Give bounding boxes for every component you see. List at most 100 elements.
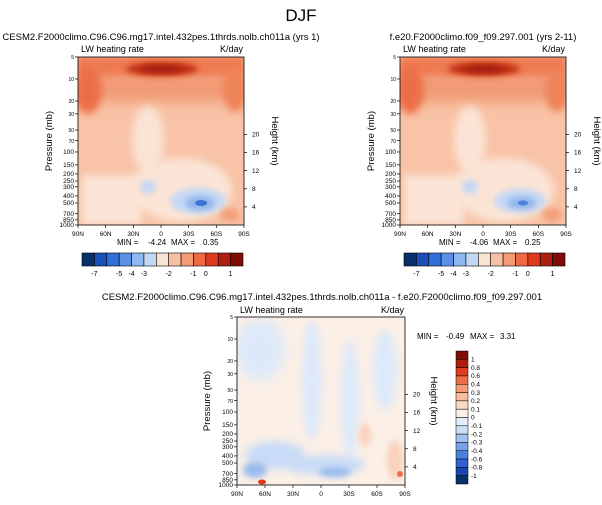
x-tick-label: 60S	[533, 231, 545, 238]
y-tick-label: 50	[390, 128, 396, 134]
y-tick-label: 200	[385, 171, 396, 178]
page-title: DJF	[285, 6, 316, 25]
panel-c-field: LW heating rate	[240, 305, 303, 315]
y-tick-label: 250	[385, 178, 396, 185]
panel-b-axes: 90N 60N 30N 0 30S 60S 90S100085070050040030025…	[382, 55, 582, 238]
colorbar-swatch	[455, 392, 469, 402]
y-tick-label: 1000	[219, 482, 234, 489]
colorbar-label: -0.8	[471, 465, 483, 472]
panel-a-axes: 90N 60N 30N 0 30S 60S 90S100085070050040030025…	[60, 55, 260, 238]
colorbar-swatch	[428, 252, 442, 267]
colorbar-swatch	[118, 252, 132, 267]
panel-b-title: f.e20.F2000climo.f09_f09.297.001 (yrs 2-…	[390, 32, 577, 43]
x-tick-label: 30S	[183, 231, 195, 238]
panel-a-min-value: -4.24	[148, 238, 167, 247]
x-tick-label: 0	[159, 231, 163, 238]
colorbar-label: -5	[438, 271, 444, 278]
y-tick-label: 10	[68, 77, 74, 83]
x-tick-label: 30N	[127, 231, 139, 238]
colorbar-label: -0.1	[471, 423, 483, 430]
x-tick-label: 0	[319, 491, 323, 498]
colorbar-swatch	[455, 400, 469, 410]
panel-c-min-label: MIN =	[417, 332, 439, 341]
panel-a-title: CESM2.F2000climo.C96.C96.mg17.intel.432p…	[2, 32, 319, 43]
y-tick-label: 850	[222, 477, 233, 484]
x-tick-label: 0	[481, 231, 485, 238]
panel-a-max-label: MAX =	[171, 238, 196, 247]
y-tick-label: 850	[63, 217, 74, 224]
panel-c-y2label: Height (km)	[428, 376, 439, 425]
colorbar-label: -2	[166, 271, 172, 278]
colorbar-swatch	[403, 252, 417, 267]
colorbar-label: -2	[488, 271, 494, 278]
y-tick-label: 100	[385, 149, 396, 156]
y-tick-label: 1000	[382, 222, 397, 229]
y-tick-label: 20	[68, 99, 74, 105]
panel-a-ylabel: Pressure (mb)	[44, 111, 55, 171]
colorbar-label: 0.8	[471, 365, 480, 372]
y2-tick-label: 12	[413, 428, 421, 435]
y2-tick-label: 12	[252, 168, 260, 175]
colorbar-label: -1	[190, 271, 196, 278]
y-tick-label: 500	[222, 460, 233, 467]
colorbar-swatch	[131, 252, 145, 267]
colorbar-swatch	[455, 467, 469, 476]
panel-a-field-map	[78, 57, 244, 225]
y-tick-label: 500	[385, 200, 396, 207]
y2-tick-label: 8	[574, 186, 578, 193]
y-tick-label: 700	[63, 211, 74, 218]
panel-b-min-label: MIN =	[439, 238, 461, 247]
colorbar-swatch	[527, 252, 541, 267]
panel-b-colorbar: -7 -5 -4 -3 -2 -1 0 1	[403, 252, 566, 278]
x-tick-label: 90N	[394, 231, 406, 238]
colorbar-swatch	[156, 252, 169, 267]
panel-b-ylabel: Pressure (mb)	[366, 111, 377, 171]
y-tick-label: 400	[63, 193, 74, 200]
colorbar-swatch	[455, 367, 469, 377]
x-tick-label: 90S	[238, 231, 250, 238]
colorbar-swatch	[143, 252, 157, 267]
y-tick-label: 100	[222, 409, 233, 416]
colorbar-swatch	[205, 252, 219, 267]
y-tick-label: 400	[222, 453, 233, 460]
x-tick-label: 90N	[231, 491, 243, 498]
colorbar-swatch	[455, 375, 469, 385]
y-tick-label: 300	[222, 444, 233, 451]
panel-a-max-value: 0.35	[203, 238, 219, 247]
colorbar-swatch	[455, 384, 469, 393]
colorbar-swatch	[515, 252, 529, 267]
colorbar-label: 0.3	[471, 390, 480, 397]
colorbar-swatch	[180, 252, 194, 267]
colorbar-swatch	[455, 475, 469, 485]
y2-tick-label: 8	[413, 446, 417, 453]
colorbar-label: -1	[512, 271, 518, 278]
x-tick-label: 30N	[287, 491, 299, 498]
colorbar-swatch	[455, 425, 469, 435]
y2-tick-label: 20	[413, 392, 421, 399]
y-tick-label: 1000	[60, 222, 75, 229]
x-tick-label: 60N	[422, 231, 434, 238]
y-tick-label: 200	[222, 431, 233, 438]
y-tick-label: 150	[63, 162, 74, 169]
colorbar-label: 1	[229, 271, 233, 278]
colorbar-swatch	[217, 252, 231, 267]
panel-c-min-value: -0.49	[446, 332, 465, 341]
colorbar-swatch	[455, 458, 469, 468]
y-tick-label: 5	[230, 315, 233, 321]
y2-tick-label: 8	[252, 186, 256, 193]
panel-a-min-label: MIN =	[117, 238, 139, 247]
y-tick-label: 70	[68, 139, 74, 145]
y-tick-label: 250	[222, 438, 233, 445]
y-tick-label: 100	[63, 149, 74, 156]
x-tick-label: 90S	[399, 491, 411, 498]
colorbar-swatch	[81, 252, 95, 267]
y-tick-label: 5	[71, 55, 74, 61]
colorbar-label: -0.6	[471, 456, 483, 463]
panel-c-ylabel: Pressure (mb)	[202, 371, 213, 431]
x-tick-label: 30S	[343, 491, 355, 498]
panel-a-colorbar: -7 -5 -4 -3 -2 -1 0 1	[81, 252, 244, 278]
x-tick-label: 60S	[371, 491, 383, 498]
panel-c-field-map	[237, 317, 405, 485]
panel-a-field: LW heating rate	[81, 44, 144, 54]
colorbar-label: -5	[116, 271, 122, 278]
